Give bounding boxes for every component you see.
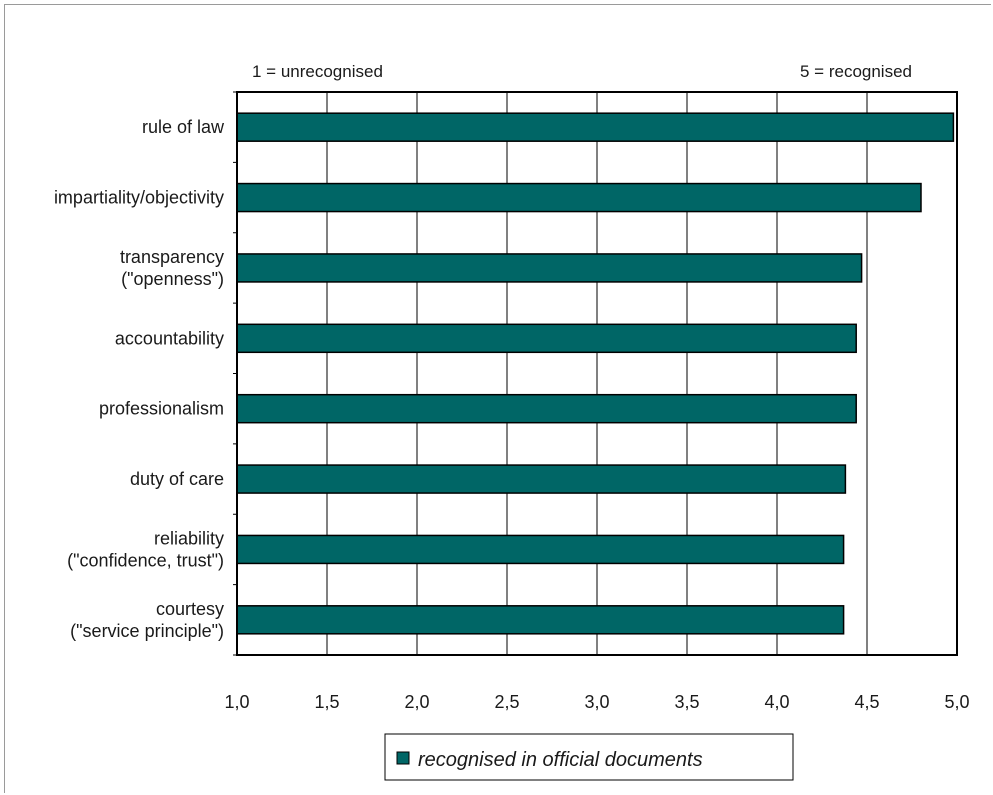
category-label: transparency	[120, 247, 224, 267]
bar	[236, 112, 955, 142]
bar	[236, 605, 845, 635]
category-label: accountability	[115, 328, 224, 348]
bar	[236, 464, 847, 494]
y-axis-ticks	[233, 91, 237, 656]
scale-left-label: 1 = unrecognised	[252, 62, 383, 81]
x-tick-label: 2,0	[404, 692, 429, 712]
category-label: ("confidence, trust")	[67, 550, 224, 570]
x-tick-label: 4,0	[764, 692, 789, 712]
bar	[236, 253, 863, 283]
x-tick-label: 1,0	[224, 692, 249, 712]
x-axis-labels: 1,0 1,5 2,0 2,5 3,0 3,5 4,0 4,5 5,0	[224, 692, 969, 712]
chart-frame	[4, 4, 991, 793]
category-label: reliability	[154, 528, 224, 548]
legend-label: recognised in official documents	[418, 749, 703, 771]
legend-swatch	[396, 751, 410, 765]
category-label: duty of care	[130, 469, 224, 489]
legend-box	[384, 733, 794, 781]
category-label: ("service principle")	[70, 621, 224, 641]
x-tick-label: 4,5	[854, 692, 879, 712]
x-tick-label: 1,5	[314, 692, 339, 712]
bar	[236, 323, 857, 354]
grid-lines	[326, 92, 868, 655]
legend: recognised in official documents	[384, 733, 794, 781]
x-tick-label: 5,0	[944, 692, 969, 712]
bars	[236, 112, 955, 635]
x-tick-label: 2,5	[494, 692, 519, 712]
category-label: professionalism	[99, 399, 224, 419]
scale-right-label: 5 = recognised	[800, 62, 912, 81]
bar	[236, 534, 845, 565]
x-tick-label: 3,5	[674, 692, 699, 712]
category-label: impartiality/objectivity	[54, 188, 224, 208]
category-label: courtesy	[156, 599, 224, 619]
category-label: ("openness")	[121, 269, 224, 289]
category-label: rule of law	[142, 117, 225, 137]
bar	[236, 393, 857, 424]
x-tick-label: 3,0	[584, 692, 609, 712]
bar	[236, 182, 922, 213]
y-axis-labels: rule of law impartiality/objectivity trans…	[54, 117, 225, 641]
